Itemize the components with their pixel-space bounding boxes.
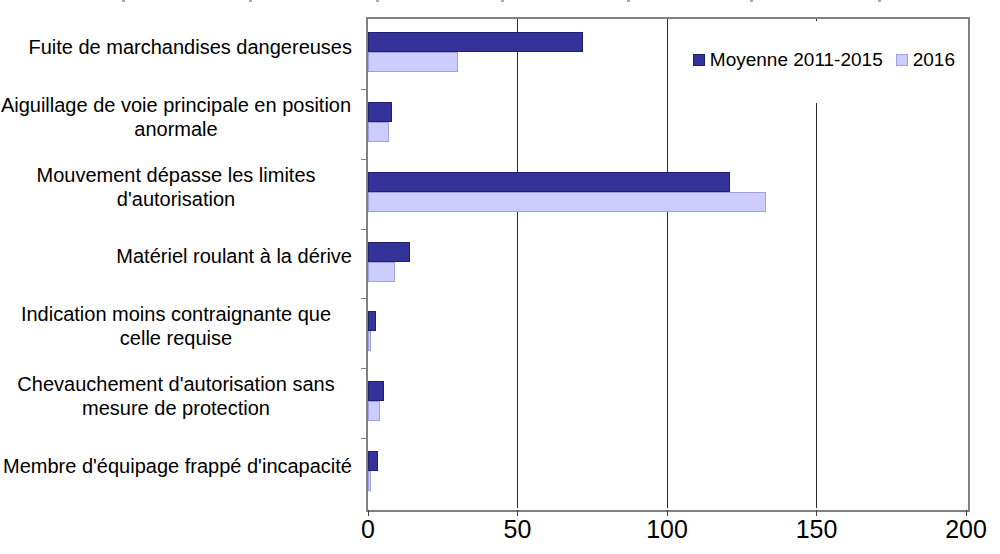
gridline xyxy=(667,19,668,508)
bar-moyenne-2011-2015 xyxy=(368,102,392,122)
crop-artifact-mark xyxy=(122,0,125,2)
category-axis-tick xyxy=(361,229,367,230)
category-label-text: Chevauchement d'autorisation sans mesure… xyxy=(0,372,352,420)
category-label-text: Membre d'équipage frappé d'incapacité xyxy=(3,454,352,478)
category-label: Chevauchement d'autorisation sans mesure… xyxy=(0,361,352,431)
crop-artifact-mark xyxy=(376,0,379,2)
category-axis-tick xyxy=(361,438,367,439)
bar-moyenne-2011-2015 xyxy=(368,451,378,471)
x-tick-label: 200 xyxy=(921,515,1000,543)
bar-2016 xyxy=(368,262,395,282)
category-label: Fuite de marchandises dangereuses xyxy=(0,12,352,82)
gridline xyxy=(517,19,518,508)
legend-label: Moyenne 2011-2015 xyxy=(710,49,883,71)
category-label: Indication moins contraignante que celle… xyxy=(0,291,352,361)
legend-label: 2016 xyxy=(913,49,955,71)
x-tick-label: 50 xyxy=(473,515,563,543)
category-label-text: Mouvement dépasse les limites d'autorisa… xyxy=(0,163,352,211)
category-label-text: Fuite de marchandises dangereuses xyxy=(28,35,352,59)
crop-artifact-mark xyxy=(249,0,252,2)
x-tick-label: 100 xyxy=(622,515,712,543)
horizontal-bar-chart: Moyenne 2011-2015 2016 Fuite de marchandi… xyxy=(0,0,1000,554)
category-label-text: Indication moins contraignante que celle… xyxy=(0,302,352,350)
category-axis-tick xyxy=(361,159,367,160)
bar-2016 xyxy=(368,122,389,142)
category-label: Matériel roulant à la dérive xyxy=(0,222,352,292)
bar-2016 xyxy=(368,192,766,212)
bar-moyenne-2011-2015 xyxy=(368,172,730,192)
legend-item-moyenne-2011-2015: Moyenne 2011-2015 xyxy=(693,49,883,71)
x-tick-label: 150 xyxy=(772,515,862,543)
bar-moyenne-2011-2015 xyxy=(368,381,384,401)
category-label-text: Matériel roulant à la dérive xyxy=(116,244,352,268)
category-label: Membre d'équipage frappé d'incapacité xyxy=(0,431,352,501)
crop-artifact-mark xyxy=(501,0,504,2)
category-label: Mouvement dépasse les limites d'autorisa… xyxy=(0,152,352,222)
legend-swatch-icon xyxy=(693,54,705,66)
legend-swatch-icon xyxy=(896,54,908,66)
category-label: Aiguillage de voie principale en positio… xyxy=(0,82,352,152)
bar-2016 xyxy=(368,52,458,72)
legend: Moyenne 2011-2015 2016 xyxy=(692,21,960,103)
bar-2016 xyxy=(368,331,371,351)
bar-2016 xyxy=(368,471,371,491)
x-tick-label: 0 xyxy=(323,515,413,543)
bar-2016 xyxy=(368,401,380,421)
bar-moyenne-2011-2015 xyxy=(368,311,376,331)
crop-artifact-mark xyxy=(750,0,753,2)
legend-item-2016: 2016 xyxy=(896,49,955,71)
category-axis-tick xyxy=(361,368,367,369)
category-axis-tick xyxy=(361,89,367,90)
bar-moyenne-2011-2015 xyxy=(368,32,583,52)
crop-artifact-mark xyxy=(627,0,630,2)
crop-artifact-mark xyxy=(878,0,881,2)
bar-moyenne-2011-2015 xyxy=(368,242,410,262)
category-axis-tick xyxy=(361,298,367,299)
category-label-text: Aiguillage de voie principale en positio… xyxy=(0,93,352,141)
